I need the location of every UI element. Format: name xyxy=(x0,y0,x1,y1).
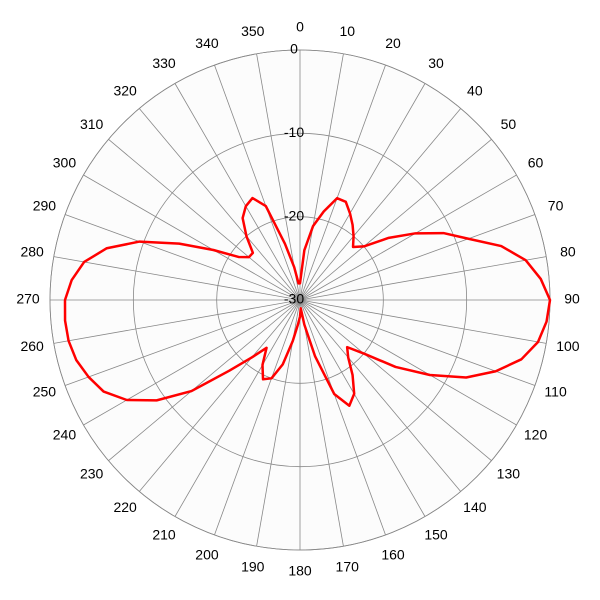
spoke-line xyxy=(83,174,301,301)
angle-label: 280 xyxy=(20,243,44,259)
angle-label: 40 xyxy=(467,82,483,98)
r-tick-label: -10 xyxy=(284,124,304,140)
spoke-line xyxy=(64,214,301,301)
angle-label: 60 xyxy=(528,155,544,171)
labels: 0 10 20 30 40 50 60 70 80 90 100 110 120 130 140 150 160… xyxy=(16,19,580,579)
spoke-line xyxy=(299,64,386,301)
spoke-line xyxy=(64,299,301,386)
spoke-line xyxy=(53,299,301,344)
angle-label: 180 xyxy=(288,563,312,579)
spoke-line xyxy=(53,256,301,301)
angle-label: 330 xyxy=(152,55,176,71)
angle-label: 30 xyxy=(428,55,444,71)
spoke-line xyxy=(214,299,301,536)
spoke-line xyxy=(256,53,301,301)
spoke-line xyxy=(108,138,301,301)
spoke-line xyxy=(83,299,301,426)
grid xyxy=(49,49,551,551)
angle-label: 210 xyxy=(152,526,176,542)
spoke-line xyxy=(299,299,517,426)
spoke-line xyxy=(108,299,301,462)
spoke-line xyxy=(299,53,344,301)
angle-label: 320 xyxy=(113,82,137,98)
angle-label: 10 xyxy=(339,23,355,39)
angle-label: 270 xyxy=(16,291,40,307)
angle-label: 310 xyxy=(80,116,104,132)
grid-ring xyxy=(132,132,468,468)
spoke-line xyxy=(174,83,301,301)
angle-label: 260 xyxy=(20,338,44,354)
angle-label: 0 xyxy=(296,19,304,35)
spoke-line xyxy=(174,299,301,517)
angle-label: 190 xyxy=(241,559,265,575)
r-tick-label: 0 xyxy=(290,41,298,57)
r-tick-label: -20 xyxy=(284,207,304,223)
spoke-line xyxy=(138,108,301,301)
angle-label: 20 xyxy=(385,35,401,51)
angle-label: 240 xyxy=(53,427,77,443)
spoke-line xyxy=(299,299,344,547)
grid-ring xyxy=(216,216,384,384)
angle-label: 50 xyxy=(501,116,517,132)
angle-label: 290 xyxy=(33,198,57,214)
angle-label: 140 xyxy=(463,499,487,515)
spoke-line xyxy=(299,299,547,344)
spoke-line xyxy=(299,299,492,462)
spoke-line xyxy=(299,83,426,301)
spoke-line xyxy=(299,174,517,301)
spoke-line xyxy=(214,64,301,301)
spoke-line xyxy=(299,256,547,301)
angle-label: 80 xyxy=(560,243,576,259)
pattern-line xyxy=(63,196,552,407)
angle-label: 100 xyxy=(556,338,580,354)
plot xyxy=(63,196,552,407)
angle-label: 220 xyxy=(113,499,137,515)
r-tick-label: -30 xyxy=(284,291,304,307)
angle-label: 110 xyxy=(544,384,567,400)
angle-label: 150 xyxy=(424,526,448,542)
spoke-line xyxy=(299,299,462,492)
spoke-line xyxy=(299,214,536,301)
angle-label: 120 xyxy=(524,427,548,443)
angle-label: 300 xyxy=(53,155,77,171)
angle-label: 170 xyxy=(336,559,360,575)
spoke-line xyxy=(299,108,462,301)
angle-label: 340 xyxy=(195,35,219,51)
angle-label: 70 xyxy=(548,198,564,214)
angle-label: 160 xyxy=(381,546,405,562)
angle-label: 130 xyxy=(497,466,521,482)
angle-label: 90 xyxy=(564,291,580,307)
spoke-line xyxy=(299,138,492,301)
spoke-line xyxy=(299,299,386,536)
spoke-line xyxy=(299,299,426,517)
angle-label: 350 xyxy=(241,23,265,39)
angle-label: 200 xyxy=(195,546,219,562)
spoke-line xyxy=(138,299,301,492)
angle-label: 230 xyxy=(80,466,104,482)
angle-label: 250 xyxy=(33,384,57,400)
